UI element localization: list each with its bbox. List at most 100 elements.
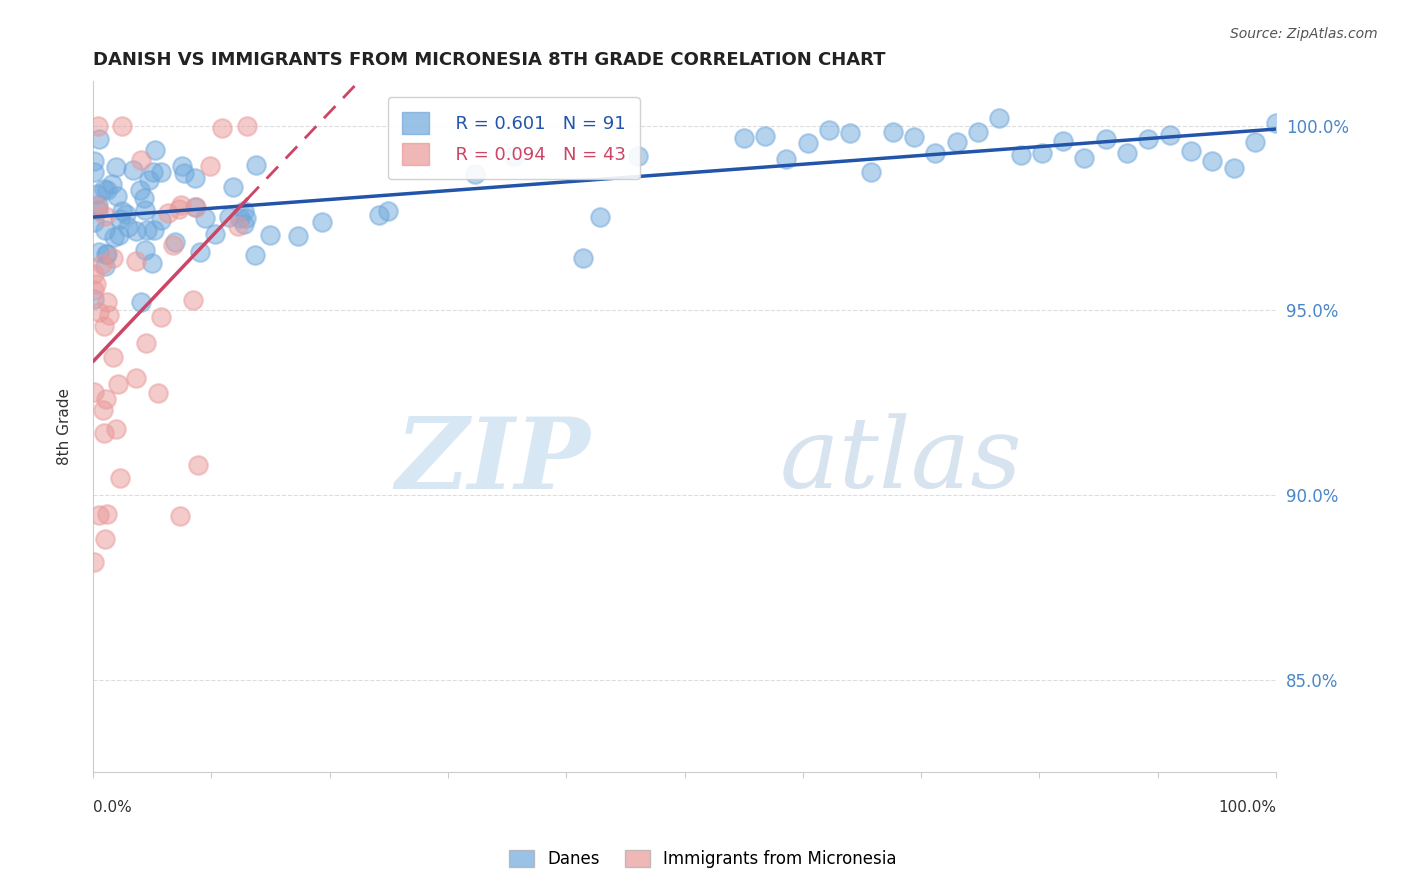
Point [83, 165, 105, 179]
Point [903, 130, 925, 145]
Point [311, 215, 333, 229]
Point [233, 217, 256, 231]
Point [775, 152, 797, 166]
Point [104, 160, 127, 174]
Point [988, 112, 1011, 126]
Point [110, 203, 132, 218]
Point [1116, 145, 1139, 160]
Point [87, 508, 110, 522]
Point [627, 149, 650, 163]
Point [94, 222, 117, 236]
Point [1137, 132, 1160, 146]
Legend: Danes, Immigrants from Micronesia: Danes, Immigrants from Micronesia [502, 843, 904, 875]
Point [1180, 145, 1202, 159]
Point [94, 533, 117, 547]
Point [103, 251, 125, 265]
Text: ZIP: ZIP [395, 413, 591, 509]
Point [117, 219, 139, 234]
Point [198, 160, 221, 174]
Point [860, 165, 883, 179]
Point [87, 305, 110, 319]
Point [87, 198, 110, 212]
Point [1052, 134, 1074, 148]
Point [1094, 132, 1116, 146]
Point [136, 223, 159, 237]
Point [967, 125, 990, 139]
Point [142, 165, 165, 179]
Point [83, 153, 105, 168]
Point [232, 204, 254, 219]
Text: 0.0%: 0.0% [93, 800, 132, 814]
Text: 100.0%: 100.0% [1218, 800, 1277, 814]
Point [924, 146, 946, 161]
Point [839, 126, 862, 140]
Point [96, 392, 118, 406]
Point [156, 206, 179, 220]
Point [84, 277, 107, 292]
Point [100, 177, 122, 191]
Point [882, 125, 904, 139]
Text: atlas: atlas [779, 414, 1022, 509]
Point [108, 470, 131, 484]
Point [818, 122, 841, 136]
Point [226, 219, 249, 233]
Point [733, 130, 755, 145]
Y-axis label: 8th Grade: 8th Grade [58, 388, 72, 466]
Point [96, 247, 118, 261]
Point [86, 119, 108, 133]
Point [188, 244, 211, 259]
Point [1031, 146, 1053, 161]
Point [141, 255, 163, 269]
Point [93, 319, 115, 334]
Point [368, 208, 391, 222]
Point [245, 158, 267, 172]
Point [572, 251, 595, 265]
Point [1159, 128, 1181, 142]
Point [1201, 153, 1223, 168]
Point [96, 247, 118, 261]
Point [94, 209, 117, 223]
Point [96, 295, 118, 310]
Point [186, 200, 208, 214]
Point [98, 308, 121, 322]
Point [235, 211, 257, 226]
Point [218, 211, 240, 225]
Point [173, 166, 195, 180]
Point [129, 295, 152, 310]
Text: DANISH VS IMMIGRANTS FROM MICRONESIA 8TH GRADE CORRELATION CHART: DANISH VS IMMIGRANTS FROM MICRONESIA 8TH… [93, 51, 886, 69]
Point [83, 555, 105, 569]
Point [945, 135, 967, 149]
Point [108, 227, 131, 242]
Point [754, 128, 776, 143]
Point [83, 283, 105, 297]
Point [181, 293, 204, 307]
Point [149, 310, 172, 324]
Point [90, 257, 112, 271]
Point [167, 202, 190, 217]
Point [96, 183, 118, 197]
Point [143, 143, 166, 157]
Point [184, 170, 207, 185]
Point [121, 162, 143, 177]
Point [89, 244, 111, 259]
Point [93, 182, 115, 196]
Point [222, 180, 245, 194]
Point [194, 211, 217, 225]
Point [87, 132, 110, 146]
Point [187, 458, 209, 472]
Point [146, 385, 169, 400]
Point [104, 421, 127, 435]
Point [94, 259, 117, 273]
Point [101, 350, 124, 364]
Point [377, 204, 399, 219]
Legend:   R = 0.601   N = 91,   R = 0.094   N = 43: R = 0.601 N = 91, R = 0.094 N = 43 [388, 97, 640, 179]
Point [83, 214, 105, 228]
Point [93, 425, 115, 440]
Point [103, 229, 125, 244]
Point [1222, 161, 1244, 175]
Point [184, 200, 207, 214]
Point [163, 235, 186, 250]
Point [86, 186, 108, 201]
Point [96, 507, 118, 521]
Point [138, 173, 160, 187]
